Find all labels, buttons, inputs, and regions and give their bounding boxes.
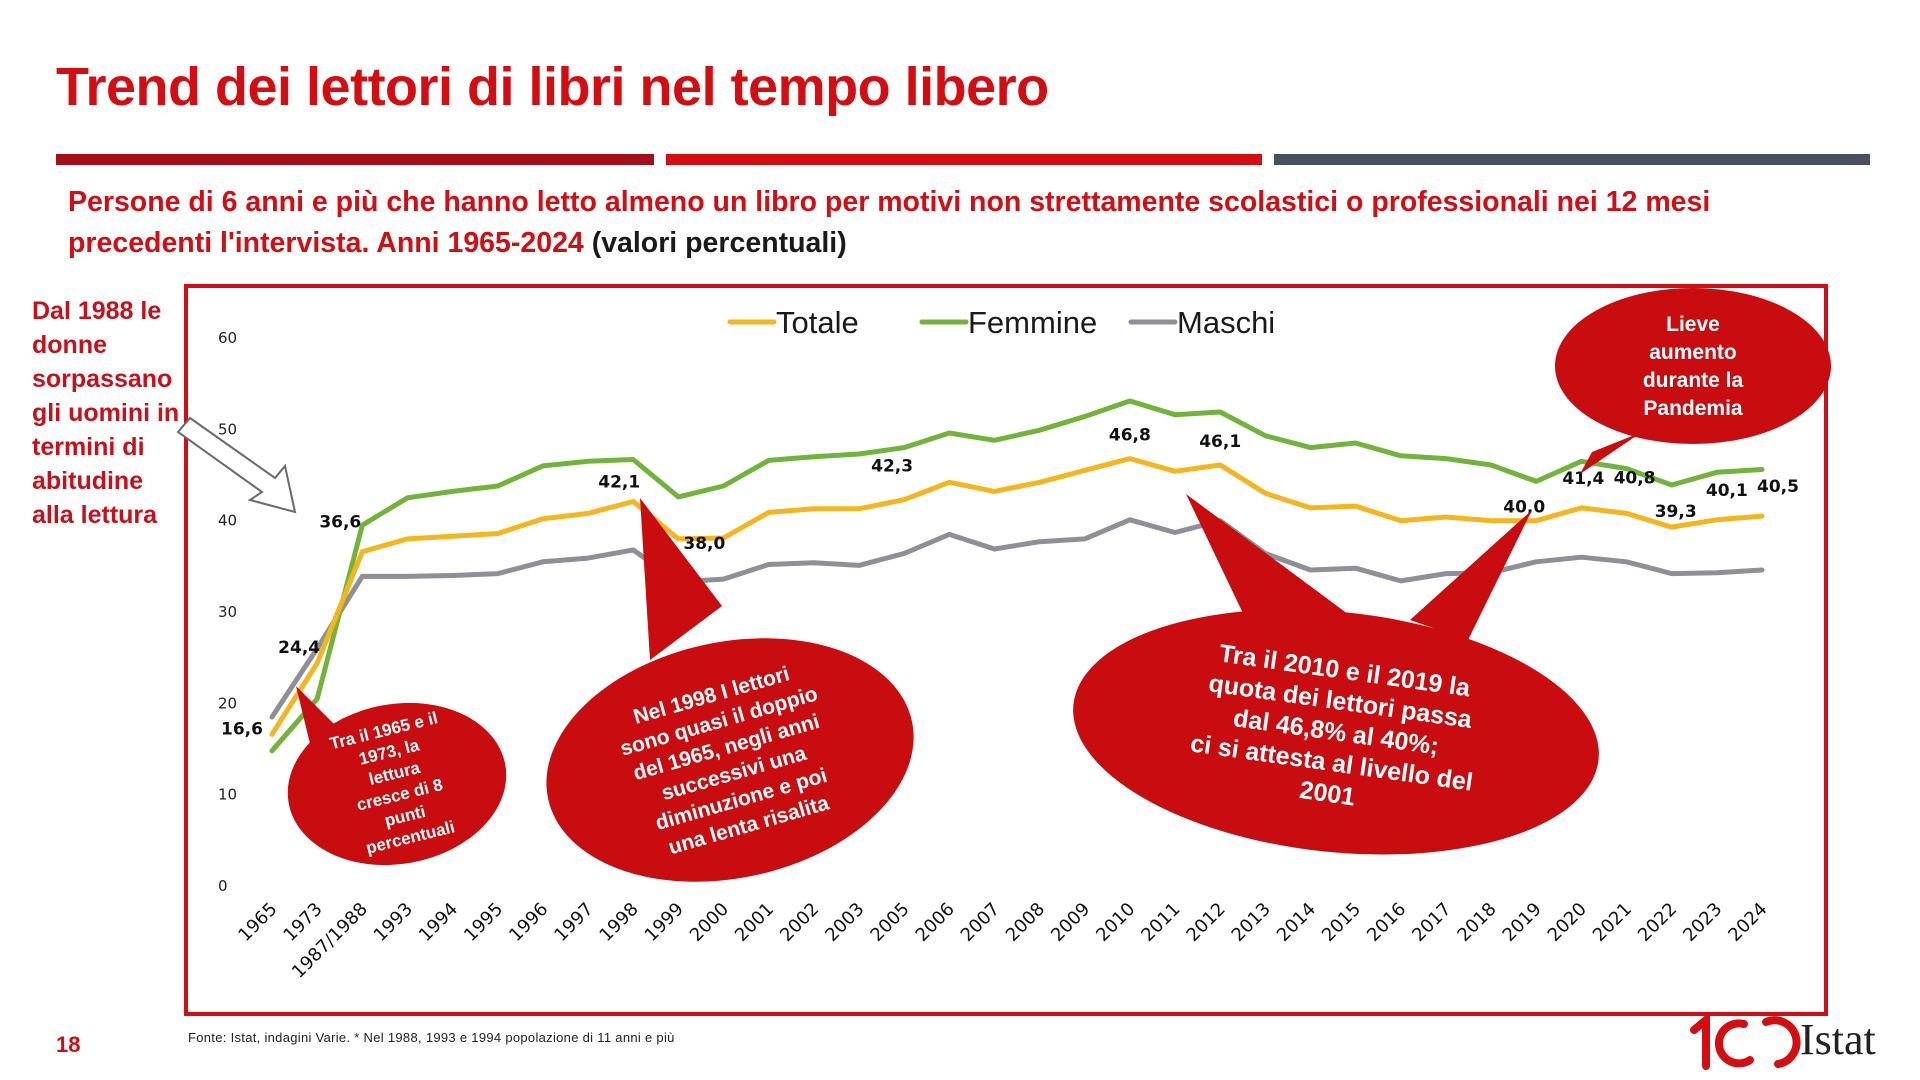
divider-red: [666, 154, 1262, 165]
data-label: 46,8: [1109, 426, 1151, 446]
series-line-femmine: [269, 398, 1765, 754]
divider-grey: [1274, 154, 1870, 165]
x-tick-label: 2016: [1363, 899, 1410, 946]
x-tick-label: 2024: [1724, 899, 1771, 946]
x-tick-label: 2002: [776, 899, 823, 946]
chart-frame: [184, 284, 1828, 1016]
x-tick-label: 2010: [1092, 899, 1139, 946]
y-tick-label: 0: [218, 877, 228, 895]
callout-1965-1973-body: [287, 702, 507, 866]
x-tick-label: 2021: [1589, 899, 1636, 946]
page-title: Trend dei lettori di libri nel tempo lib…: [56, 57, 1049, 117]
x-tick-label: 1997: [550, 899, 597, 946]
data-label: 16,6: [221, 719, 263, 739]
x-tick-label: 2001: [731, 899, 778, 946]
x-tick-label: 2003: [821, 899, 868, 946]
legend-label-totale: Totale: [776, 305, 859, 340]
x-tick-label: 2005: [866, 899, 913, 946]
series-line-totale: [269, 456, 1765, 737]
data-label: 40,0: [1503, 498, 1545, 518]
callout-pandemia-tail: [1580, 432, 1642, 474]
x-tick-label: 1993: [370, 899, 417, 946]
x-tick-label: 2017: [1408, 899, 1455, 946]
x-tick-label: 1999: [641, 899, 688, 946]
x-tick-label: 1995: [460, 899, 507, 946]
source-note: Fonte: Istat, indagini Varie. * Nel 1988…: [188, 1030, 675, 1045]
x-tick-label: 2006: [912, 899, 959, 946]
chart-subtitle: Persone di 6 anni e più che hanno letto …: [68, 182, 1858, 264]
series-line-maschi: [269, 517, 1765, 720]
legend: Totale Femmine Maschi: [727, 305, 1275, 340]
callout-1998-body: [546, 638, 914, 882]
pointer-arrow-icon: [176, 416, 297, 514]
data-label: 42,1: [598, 472, 640, 492]
side-note: Dal 1988 le donne sorpassano gli uomini …: [32, 297, 180, 529]
callout-pandemia-text: durante la: [1643, 369, 1744, 392]
x-tick-label: 1994: [415, 899, 462, 946]
x-tick-label: 1965: [234, 899, 281, 946]
x-tick-label: 2011: [1137, 899, 1184, 946]
callout-2010-2019-body: [1073, 609, 1599, 855]
divider-dark-red: [56, 154, 654, 165]
x-tick-label: 2014: [1273, 899, 1320, 946]
istat-logo-text: Istat: [1800, 1015, 1876, 1064]
legend-label-maschi: Maschi: [1177, 305, 1275, 340]
data-label: 36,6: [319, 513, 361, 533]
data-label: 39,3: [1655, 502, 1697, 522]
x-tick-label: 2013: [1228, 899, 1275, 946]
callout-2010-2019-tail: [1186, 494, 1532, 640]
callout-pandemia-body: [1555, 288, 1831, 444]
data-label: 42,3: [871, 457, 913, 477]
y-tick-label: 60: [218, 329, 237, 347]
data-labels: 16,6 24,4 36,6 42,1 38,0 42,3 46,8 46,1 40,0 41,4…: [221, 426, 1799, 740]
data-label: 38,0: [683, 534, 725, 554]
callout-pandemia-text: Pandemia: [1643, 397, 1743, 420]
y-tick-label: 40: [218, 512, 237, 530]
callout-pandemia: Lieve aumento durante la Pandemia: [1555, 288, 1831, 474]
x-tick-label: 1998: [596, 899, 643, 946]
data-label: 40,8: [1614, 468, 1656, 488]
legend-label-femmine: Femmine: [968, 305, 1097, 340]
page-number: 18: [56, 1032, 81, 1057]
x-tick-label: 2009: [1047, 899, 1094, 946]
x-tick-label: 2023: [1679, 899, 1726, 946]
y-tick-label: 50: [218, 420, 237, 438]
y-axis: 0 10 20 30 40 50 60: [218, 329, 237, 895]
istat-100-logo: [1690, 1012, 1801, 1070]
subtitle-unit: (valori percentuali): [583, 227, 847, 259]
y-tick-label: 20: [218, 694, 237, 712]
x-tick-label: 2012: [1182, 899, 1229, 946]
x-axis: 196519731987/198819931994199519961997199…: [234, 899, 1771, 983]
series-layer: [269, 398, 1765, 754]
callout-pandemia-text: aumento: [1649, 341, 1737, 364]
x-tick-label: 2022: [1634, 899, 1681, 946]
x-tick-label: 2020: [1544, 899, 1591, 946]
x-tick-label: 2008: [1002, 899, 1049, 946]
callout-pandemia-text: Lieve: [1666, 313, 1720, 336]
data-label: 40,5: [1757, 477, 1799, 497]
y-tick-label: 30: [218, 603, 237, 621]
x-tick-label: 1996: [505, 899, 552, 946]
y-tick-label: 10: [218, 786, 237, 804]
data-label: 41,4: [1562, 469, 1604, 489]
x-tick-label: 2018: [1453, 899, 1500, 946]
x-tick-label: 2007: [957, 899, 1004, 946]
data-label: 40,1: [1706, 481, 1748, 501]
x-tick-label: 2015: [1318, 899, 1365, 946]
x-tick-label: 2000: [686, 899, 733, 946]
data-label: 46,1: [1199, 432, 1241, 452]
callout-1998-tail: [640, 498, 722, 660]
subtitle-main: Persone di 6 anni e più che hanno letto …: [68, 186, 1711, 259]
data-label: 24,4: [278, 638, 320, 658]
x-tick-label: 2019: [1499, 899, 1546, 946]
